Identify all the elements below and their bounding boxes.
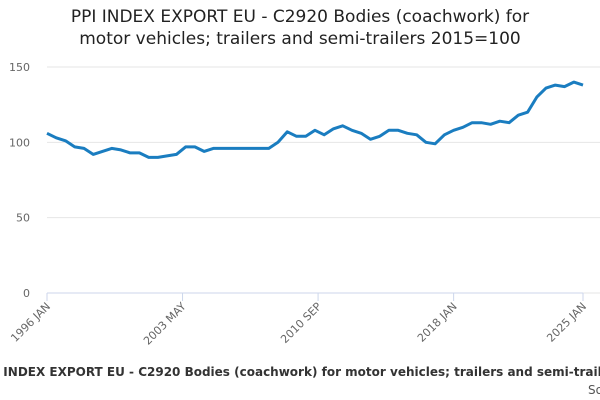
y-tick-label: 0 — [23, 287, 30, 300]
chart-title: PPI INDEX EXPORT EU - C2920 Bodies (coac… — [71, 7, 529, 27]
y-tick-label: 50 — [16, 212, 30, 225]
chart-title: motor vehicles; trailers and semi-traile… — [79, 29, 521, 49]
source: Source: — [588, 383, 600, 397]
data-line — [46, 80, 584, 159]
x-tick-label: 2010 SEP — [278, 300, 324, 346]
x-tick-label: 1996 JAN — [8, 300, 53, 345]
y-tick-label: 150 — [9, 61, 30, 74]
x-tick-label: 2003 MAY — [141, 300, 189, 348]
x-tick-label: 2025 JAN — [544, 300, 589, 345]
y-tick-label: 100 — [9, 136, 30, 149]
x-tick-label: 2018 JAN — [415, 300, 460, 345]
caption: PPI INDEX EXPORT EU - C2920 Bodies (coac… — [0, 365, 600, 379]
